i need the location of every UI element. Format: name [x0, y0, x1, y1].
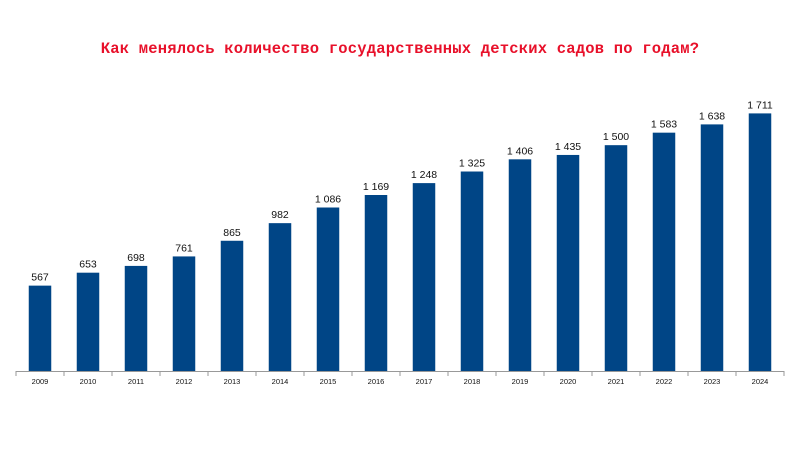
bar-2016 — [364, 195, 388, 371]
chart-title: Как менялось количество государственных … — [100, 40, 700, 58]
x-labels-group: 2009 2010 2011 2012 2013 2014 2015 2016 2017 2018… — [32, 377, 769, 386]
bar-2011 — [124, 265, 148, 371]
bar-2014 — [268, 223, 292, 371]
bar-2017 — [412, 183, 436, 371]
value-label-2014: 982 — [271, 209, 289, 221]
bar-2013 — [220, 240, 244, 371]
value-label-2011: 698 — [127, 252, 145, 264]
bar-2023 — [700, 124, 724, 371]
value-label-2023: 1 638 — [699, 110, 725, 122]
x-label-2013: 2013 — [224, 377, 241, 386]
value-label-2019: 1 406 — [507, 145, 533, 157]
x-label-2022: 2022 — [656, 377, 673, 386]
bar-2020 — [556, 154, 580, 371]
bar-2015 — [316, 207, 340, 371]
x-label-2011: 2011 — [128, 377, 144, 386]
bar-2019 — [508, 159, 532, 371]
value-label-2012: 761 — [175, 242, 193, 254]
value-label-2021: 1 500 — [603, 131, 629, 143]
bar-2012 — [172, 256, 196, 371]
value-label-2015: 1 086 — [315, 194, 341, 206]
value-label-2020: 1 435 — [555, 141, 581, 153]
x-label-2014: 2014 — [272, 377, 289, 386]
bar-2010 — [76, 272, 100, 371]
bar-2009 — [28, 285, 52, 371]
value-label-2022: 1 583 — [651, 119, 677, 131]
x-label-2018: 2018 — [464, 377, 481, 386]
x-label-2021: 2021 — [608, 377, 625, 386]
x-label-2009: 2009 — [32, 377, 49, 386]
x-label-2024: 2024 — [752, 377, 769, 386]
bar-2024 — [748, 113, 772, 372]
bar-2022 — [652, 132, 676, 371]
x-label-2020: 2020 — [560, 377, 577, 386]
value-labels-group: 567 653 698 761 865 982 1 086 1 169 1 248 1 325 1 … — [31, 99, 773, 283]
x-label-2012: 2012 — [176, 377, 193, 386]
value-label-2016: 1 169 — [363, 181, 389, 193]
bars-group — [28, 113, 772, 372]
x-label-2017: 2017 — [416, 377, 433, 386]
x-label-2023: 2023 — [704, 377, 721, 386]
x-label-2010: 2010 — [80, 377, 97, 386]
value-label-2009: 567 — [31, 272, 49, 284]
x-label-2016: 2016 — [368, 377, 385, 386]
value-label-2024: 1 711 — [747, 99, 773, 111]
value-label-2018: 1 325 — [459, 158, 485, 170]
value-label-2010: 653 — [79, 259, 97, 271]
bar-2021 — [604, 145, 628, 371]
value-label-2013: 865 — [223, 227, 241, 239]
x-ticks-group — [15, 371, 785, 376]
bar-2018 — [460, 171, 484, 371]
x-label-2019: 2019 — [512, 377, 529, 386]
x-label-2015: 2015 — [320, 377, 337, 386]
value-label-2017: 1 248 — [411, 169, 437, 181]
